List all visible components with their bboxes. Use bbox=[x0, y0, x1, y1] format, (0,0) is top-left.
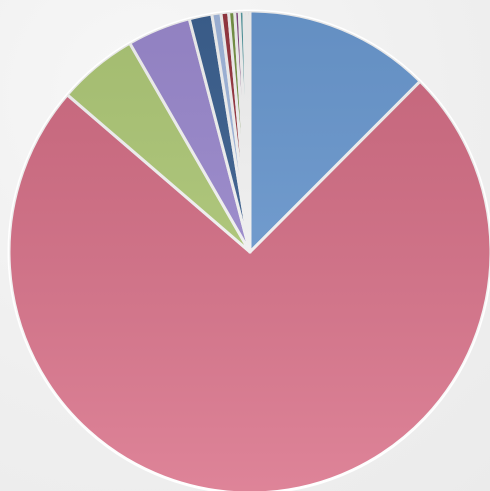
pie-slices bbox=[7, 9, 490, 491]
